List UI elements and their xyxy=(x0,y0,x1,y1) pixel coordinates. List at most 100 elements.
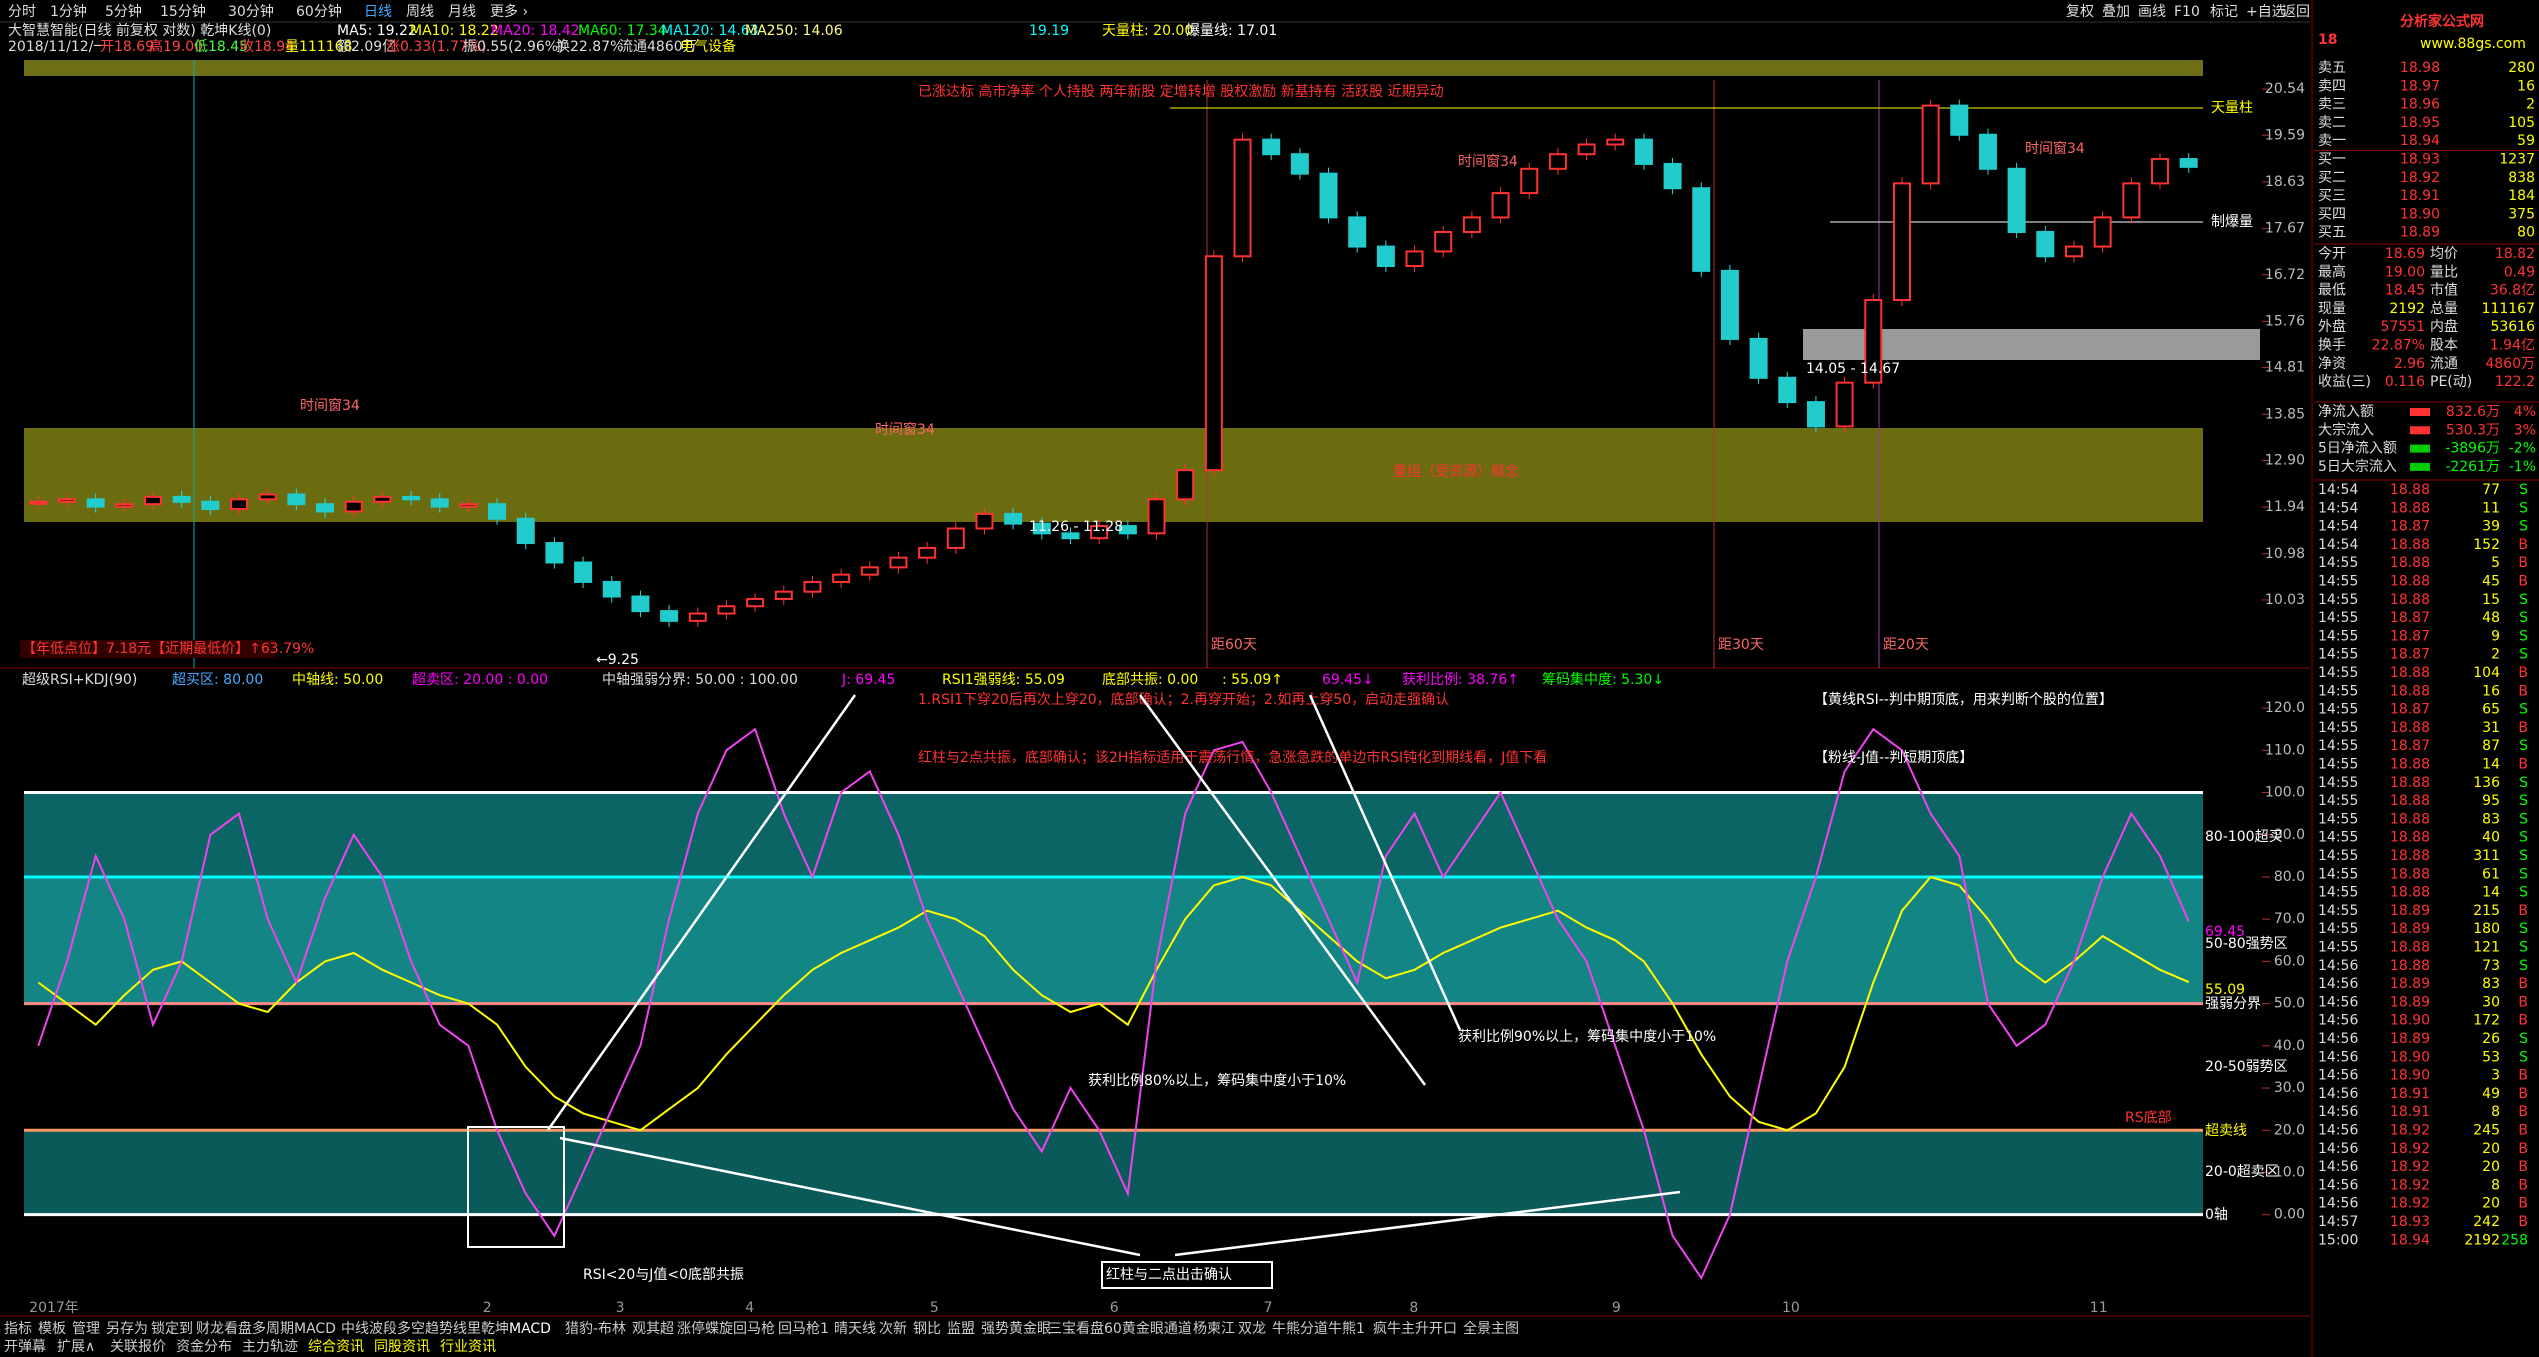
tag-list: 已涨达标 高市净率 个人持股 两年新股 定增转增 股权激励 新基持有 活跃股 近… xyxy=(918,83,1444,100)
trade-price: 18.89 xyxy=(2390,976,2430,992)
trade-price: 18.88 xyxy=(2390,482,2430,498)
trade-price: 18.88 xyxy=(2390,720,2430,736)
stat-value: 1.94亿 xyxy=(2490,338,2535,354)
indicator-tab[interactable]: 另存为 xyxy=(106,1321,148,1337)
bottom-tab[interactable]: 资金分布 xyxy=(176,1339,232,1355)
trade-side: B xyxy=(2518,1214,2528,1230)
book-side: 卖四 xyxy=(2318,78,2346,94)
period-tab[interactable]: 更多 › xyxy=(490,3,528,20)
bottom-tab[interactable]: 开弹幕 xyxy=(4,1339,46,1355)
indicator-tab[interactable]: 观其超 xyxy=(632,1321,674,1337)
indicator-tab[interactable]: 次新 xyxy=(879,1321,907,1337)
indicator-tab[interactable]: 锁定到 xyxy=(151,1321,193,1337)
period-tab[interactable]: 15分钟 xyxy=(160,3,206,20)
indicator-tab[interactable]: 涨停蝶旋 xyxy=(677,1320,733,1337)
bottom-tab[interactable]: 主力轨迹 xyxy=(242,1339,298,1355)
indicator-tab[interactable]: 晴天线 xyxy=(834,1321,876,1337)
toolbar-button[interactable]: F10 xyxy=(2174,4,2200,20)
trade-side: S xyxy=(2519,702,2528,718)
indicator-tab[interactable]: 强势黄金眼 xyxy=(981,1320,1051,1337)
period-tab[interactable]: 60分钟 xyxy=(296,3,342,20)
indicator-tab[interactable]: 管理 xyxy=(72,1321,100,1337)
date-label: 7 xyxy=(1264,1300,1273,1316)
bottom-tab[interactable]: 同股资讯 xyxy=(374,1339,430,1355)
book-volume: 2 xyxy=(2526,97,2535,113)
trade-volume: 172 xyxy=(2473,1013,2500,1029)
candle xyxy=(1921,104,1940,185)
indicator-tab[interactable]: 双龙 xyxy=(1238,1321,1266,1337)
stat-label: 外盘 xyxy=(2318,318,2346,335)
trade-side: B xyxy=(2518,976,2528,992)
book-side: 买一 xyxy=(2318,152,2346,168)
stat-label: 最高 xyxy=(2318,263,2346,280)
period-tab[interactable]: 周线 xyxy=(406,4,434,20)
period-tab[interactable]: 1分钟 xyxy=(50,3,87,20)
candle xyxy=(889,556,908,569)
period-tab[interactable]: 分时 xyxy=(8,4,36,20)
indicator-tab[interactable]: MACD xyxy=(509,1321,551,1337)
quote-field: 2018/11/12/一 xyxy=(8,39,107,55)
date-label: 11 xyxy=(2090,1300,2108,1316)
candle xyxy=(803,580,822,593)
indicator-tab[interactable]: 财龙看盘 xyxy=(196,1320,252,1337)
period-tab[interactable]: 日线 xyxy=(364,4,392,20)
indicator-tab[interactable]: 回马枪1 xyxy=(778,1320,829,1337)
indicator-tab[interactable]: 猎豹-布林 xyxy=(565,1321,626,1337)
book-volume: 16 xyxy=(2517,78,2535,94)
book-price: 18.90 xyxy=(2400,206,2440,222)
low-note-bg xyxy=(20,640,275,658)
indicator-tab[interactable]: 回马枪 xyxy=(733,1320,775,1337)
period-tab[interactable]: 月线 xyxy=(448,4,476,20)
bottom-tab[interactable]: 关联报价 xyxy=(110,1339,166,1355)
indicator-tab[interactable]: 线里乾坤 xyxy=(453,1321,509,1337)
trade-side: B xyxy=(2518,757,2528,773)
indicator-tab[interactable]: 模板 xyxy=(38,1321,66,1337)
trade-volume: 20 xyxy=(2482,1196,2500,1212)
indicator-tab[interactable]: 全景主图 xyxy=(1463,1320,1519,1337)
stat-label: 股本 xyxy=(2430,338,2458,354)
indicator-tab[interactable]: 牛熊分道 xyxy=(1272,1321,1328,1337)
trade-volume: 83 xyxy=(2482,976,2500,992)
callout: 红柱与二点出击确认 xyxy=(1106,1267,1232,1283)
trade-side: S xyxy=(2519,519,2528,535)
toolbar-button[interactable]: 叠加 xyxy=(2102,4,2130,20)
bottom-tab[interactable]: 综合资讯 xyxy=(308,1339,364,1355)
period-tab[interactable]: 30分钟 xyxy=(228,3,274,20)
stat-label: 市值 xyxy=(2430,282,2458,299)
toolbar-button[interactable]: 画线 xyxy=(2138,4,2166,20)
candle xyxy=(1348,216,1367,248)
bottom-tab[interactable]: 行业资讯 xyxy=(440,1339,496,1355)
stat-label: 内盘 xyxy=(2430,318,2458,335)
toolbar-button[interactable]: +自选 xyxy=(2246,4,2286,20)
trade-side: S xyxy=(2519,1031,2528,1047)
indicator-tab[interactable]: 中线波段 xyxy=(341,1321,397,1337)
candle xyxy=(115,503,134,508)
toolbar-button[interactable]: 返回 xyxy=(2282,4,2310,20)
indicator-tab[interactable]: 牛熊1 xyxy=(1328,1321,1365,1337)
indicator-tab[interactable]: 钢比 xyxy=(913,1321,941,1337)
indicator-tab[interactable]: 监盟 xyxy=(947,1321,975,1337)
indicator-tab[interactable]: 多周期MACD xyxy=(252,1320,336,1337)
indicator-tab[interactable]: 60黄金眼通道 xyxy=(1104,1320,1192,1337)
indicator-tick-label: 10.0 xyxy=(2274,1164,2305,1180)
stat-value: 36.8亿 xyxy=(2490,283,2535,299)
bottom-tab[interactable]: 扩展∧ xyxy=(57,1339,95,1355)
toolbar-button[interactable]: 复权 xyxy=(2066,3,2094,20)
candle xyxy=(1118,525,1137,535)
toolbar-button[interactable]: 标记 xyxy=(2210,4,2238,20)
indicator-tab[interactable]: 杨柬江 xyxy=(1193,1321,1235,1337)
indicator-tab[interactable]: 开口 xyxy=(1429,1321,1457,1337)
trade-price: 18.87 xyxy=(2390,628,2430,644)
period-tab[interactable]: 5分钟 xyxy=(105,3,142,20)
trade-side: B xyxy=(2518,555,2528,571)
candle xyxy=(975,512,994,530)
indicator-tab[interactable]: 多空趋势 xyxy=(397,1320,453,1337)
zone-label: 80-100超买 xyxy=(2205,829,2283,845)
indicator-tab[interactable]: 三宝看盘 xyxy=(1048,1320,1104,1337)
stat-label: 均价 xyxy=(2430,246,2458,262)
trade-side: S xyxy=(2519,830,2528,846)
book-price: 18.98 xyxy=(2400,60,2440,76)
indicator-tab[interactable]: 疯牛主升 xyxy=(1373,1321,1429,1337)
indicator-tab[interactable]: 指标 xyxy=(4,1321,32,1337)
